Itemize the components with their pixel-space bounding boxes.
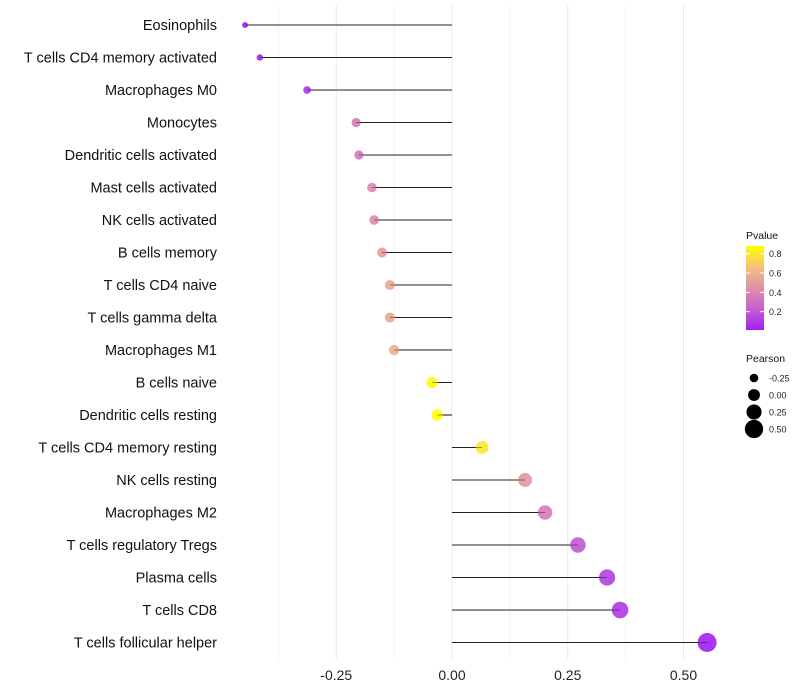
- category-label: B cells memory: [118, 246, 218, 262]
- category-label: T cells CD4 memory activated: [24, 51, 217, 67]
- colorbar-label: 0.8: [769, 249, 782, 259]
- category-label: Dendritic cells activated: [65, 148, 217, 164]
- category-label: T cells CD4 naive: [104, 278, 217, 294]
- colorbar-label: 0.2: [769, 307, 782, 317]
- x-tick-label: 0.25: [554, 667, 581, 683]
- category-label: Monocytes: [147, 116, 217, 132]
- legend-title-pearson: Pearson: [746, 353, 785, 365]
- category-label: Plasma cells: [136, 571, 217, 587]
- category-label: B cells naive: [136, 376, 217, 392]
- size-legend-label: -0.25: [769, 374, 790, 384]
- category-label: T cells gamma delta: [88, 311, 218, 327]
- category-label: Macrophages M2: [105, 506, 217, 522]
- colorbar: [746, 246, 764, 330]
- category-label: Macrophages M1: [105, 343, 217, 359]
- size-legend-dot: [749, 373, 759, 383]
- x-tick-label: 0.00: [438, 667, 465, 683]
- size-legend-dot: [746, 404, 762, 420]
- point: [377, 247, 388, 258]
- category-label: T cells regulatory Tregs: [67, 538, 217, 554]
- category-label: Eosinophils: [143, 18, 217, 34]
- category-label: Dendritic cells resting: [79, 408, 217, 424]
- size-legend-dot: [748, 389, 760, 401]
- size-legend-label: 0.00: [769, 391, 787, 401]
- category-label: T cells follicular helper: [74, 636, 217, 652]
- size-legend-label: 0.50: [769, 425, 787, 435]
- colorbar-label: 0.6: [769, 269, 782, 279]
- legend-title-pvalue: Pvalue: [746, 230, 778, 242]
- point: [256, 54, 264, 61]
- colorbar-label: 0.4: [769, 288, 782, 298]
- x-tick-label: -0.25: [320, 667, 352, 683]
- point: [431, 409, 443, 421]
- category-label: NK cells activated: [102, 213, 217, 229]
- category-label: NK cells resting: [116, 473, 217, 489]
- size-legend-label: 0.25: [769, 408, 787, 418]
- category-label: Mast cells activated: [90, 181, 217, 197]
- category-label: Macrophages M0: [105, 83, 217, 99]
- category-label: T cells CD4 memory resting: [38, 441, 217, 457]
- x-tick-label: 0.50: [670, 667, 697, 683]
- category-label: T cells CD8: [142, 603, 217, 619]
- size-legend-dot: [744, 419, 764, 439]
